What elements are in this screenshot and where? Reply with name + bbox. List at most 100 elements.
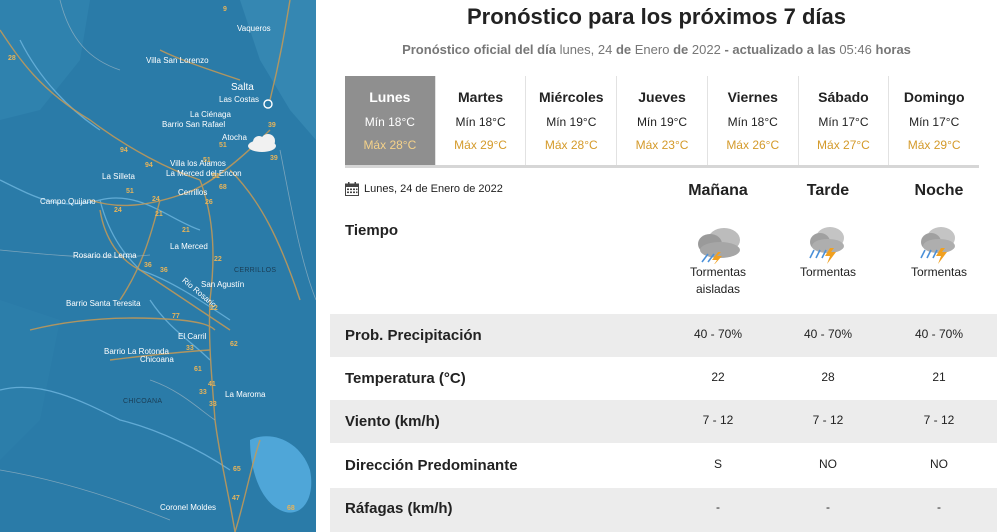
- subtitle-de: de: [615, 42, 632, 57]
- day-min-temp: Mín 18°C: [364, 115, 415, 129]
- map-city-atocha[interactable]: Atocha: [222, 133, 247, 142]
- day-name: Viernes: [727, 89, 778, 105]
- map-route-number: 24: [114, 207, 122, 214]
- subtitle-time: 05:46: [839, 42, 872, 57]
- map-city-rosario-de-lerma[interactable]: Rosario de Lerma: [73, 251, 137, 260]
- map-route-number: 39: [270, 155, 278, 162]
- row-label-tiempo: Tiempo: [345, 222, 399, 239]
- subtitle-de: de: [673, 42, 689, 57]
- map-route-number: 9: [223, 6, 227, 13]
- map-city-chicoana[interactable]: Chicoana: [140, 355, 174, 364]
- map-route-number: 77: [172, 313, 180, 320]
- map-route-number: 51: [212, 173, 220, 180]
- map-city-barrio-la-rotonda[interactable]: Barrio La Rotonda: [104, 347, 169, 356]
- map-city-la-silleta[interactable]: La Silleta: [102, 172, 135, 181]
- day-name: Lunes: [369, 89, 411, 105]
- row-band-viento: [330, 400, 997, 443]
- day-tab-jueves[interactable]: Jueves Mín 19°C Máx 23°C: [617, 76, 708, 165]
- map-city-villa-los-alamos[interactable]: Villa los Alamos: [170, 159, 226, 168]
- map-city-barrio-santa-teresita[interactable]: Barrio Santa Teresita: [66, 299, 141, 308]
- day-max-temp: Máx 26°C: [726, 138, 780, 152]
- rafagas-manana: -: [716, 500, 720, 514]
- temp-tarde: 28: [821, 370, 835, 384]
- viento-tarde: 7 - 12: [812, 413, 844, 427]
- map-city-san-agustin[interactable]: San Agustín: [201, 280, 245, 289]
- day-min-temp: Mín 18°C: [455, 115, 506, 129]
- calendar-icon: [345, 182, 359, 196]
- cloud-lightning-icon: [698, 228, 740, 264]
- map-route-number: 33: [186, 345, 194, 352]
- map-city-vaqueros[interactable]: Vaqueros: [237, 24, 271, 33]
- period-header-noche: Noche: [914, 182, 964, 199]
- map-route-number: 94: [145, 162, 153, 169]
- day-max-temp: Máx 27°C: [817, 138, 870, 152]
- day-tab-domingo[interactable]: Domingo Mín 17°C Máx 29°C: [889, 76, 980, 165]
- forecast-panel: Pronóstico para los próximos 7 días Pron…: [316, 0, 997, 532]
- day-max-temp: Máx 28°C: [363, 138, 417, 152]
- direccion-tarde: NO: [819, 457, 837, 471]
- map-city-barrio-san-rafael[interactable]: Barrio San Rafael: [162, 120, 226, 129]
- map-city-cerrillos[interactable]: Cerrillos: [178, 188, 208, 197]
- day-name: Miércoles: [539, 89, 604, 105]
- weather-desc-noche: Tormentas: [910, 265, 968, 279]
- day-tab-sabado[interactable]: Sábado Mín 17°C Máx 27°C: [798, 76, 890, 165]
- page-subtitle: Pronóstico oficial del día lunes, 24 de …: [316, 42, 997, 57]
- precip-tarde: 40 - 70%: [803, 327, 853, 341]
- map-route-number: 47: [232, 495, 240, 502]
- detail-date-text: Lunes, 24 de Enero de 2022: [364, 183, 503, 195]
- weather-desc-manana: Tormentas aisladas: [689, 265, 747, 296]
- row-label-rafagas: Ráfagas (km/h): [345, 500, 453, 517]
- map-region-cerrillos: CERRILLOS: [234, 267, 277, 274]
- rafagas-tarde: -: [826, 500, 830, 514]
- temp-noche: 21: [932, 370, 946, 384]
- map-route-number: 36: [144, 262, 152, 269]
- map-route-number: 68: [219, 184, 227, 191]
- day-tab-lunes[interactable]: Lunes Mín 18°C Máx 28°C: [345, 76, 436, 165]
- row-label-temp: Temperatura (°C): [345, 370, 466, 387]
- map-city-la-merced-del-encon[interactable]: La Merced del Encon: [166, 169, 242, 178]
- map-route-number: 62: [230, 341, 238, 348]
- day-tab-viernes[interactable]: Viernes Mín 18°C Máx 26°C: [707, 76, 799, 165]
- subtitle-horas: horas: [875, 42, 911, 57]
- subtitle-prefix: Pronóstico oficial del día: [402, 42, 556, 57]
- storm-icon: [809, 227, 844, 264]
- row-band-precip: [330, 314, 997, 357]
- map-route-number: 51: [203, 157, 211, 164]
- rafagas-noche: -: [937, 500, 941, 514]
- day-tab-martes[interactable]: Martes Mín 18°C Máx 29°C: [435, 76, 527, 165]
- day-name: Jueves: [638, 89, 686, 105]
- direccion-manana: S: [713, 457, 722, 471]
- map-city-la-merced[interactable]: La Merced: [170, 242, 208, 251]
- map-route-number: 28: [8, 55, 16, 62]
- day-name: Martes: [458, 89, 504, 105]
- map-route-number: 33: [209, 401, 217, 408]
- map-city-campo-quijano[interactable]: Campo Quijano: [40, 197, 96, 206]
- day-tab-miercoles[interactable]: Miércoles Mín 19°C Máx 28°C: [526, 76, 618, 165]
- page-title: Pronóstico para los próximos 7 días: [467, 4, 846, 29]
- day-max-temp: Máx 28°C: [544, 138, 598, 152]
- precip-manana: 40 - 70%: [693, 327, 743, 341]
- map-city-coronel-moldes[interactable]: Coronel Moldes: [160, 503, 217, 512]
- day-min-temp: Mín 17°C: [909, 115, 960, 129]
- storm-icon: [920, 227, 955, 264]
- map-city-el-carril[interactable]: El Carril: [178, 332, 207, 341]
- row-label-precip: Prob. Precipitación: [345, 327, 482, 344]
- map-city-las-costas[interactable]: Las Costas: [219, 95, 260, 104]
- subtitle-weekday: lunes, 24: [559, 42, 613, 57]
- map-route-number: 61: [194, 366, 202, 373]
- map-city-la-maroma[interactable]: La Maroma: [225, 390, 266, 399]
- map-route-number: 21: [182, 227, 190, 234]
- direccion-noche: NO: [930, 457, 948, 471]
- map-city-salta[interactable]: Salta: [231, 82, 254, 93]
- map-city-villa-san-lorenzo[interactable]: Villa San Lorenzo: [146, 56, 209, 65]
- map-panel[interactable]: Vaqueros Villa San Lorenzo Salta Las Cos…: [0, 0, 316, 532]
- map-route-number: 41: [208, 381, 216, 388]
- row-band-rafagas: [330, 488, 997, 532]
- map-city-la-cienaga[interactable]: La Ciénaga: [190, 110, 231, 119]
- map-route-number: 94: [120, 147, 128, 154]
- viento-manana: 7 - 12: [702, 413, 734, 427]
- day-max-temp: Máx 29°C: [454, 138, 507, 152]
- detail-date: Lunes, 24 de Enero de 2022: [345, 182, 503, 196]
- map-route-number: 24: [152, 196, 160, 203]
